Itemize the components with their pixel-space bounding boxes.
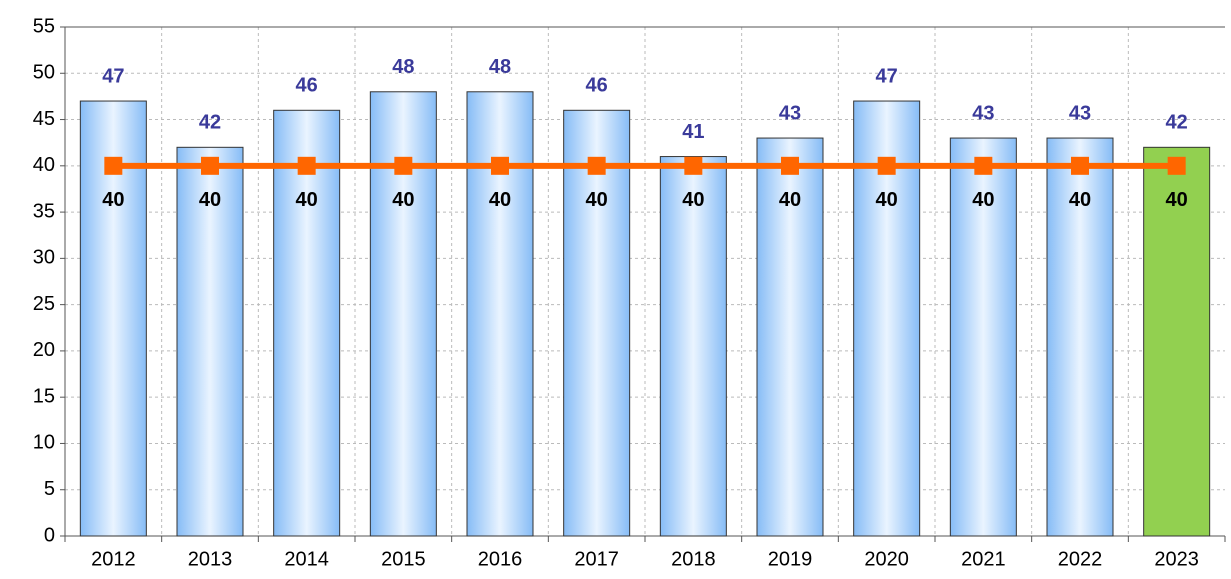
- bar: [273, 109, 341, 537]
- y-tick-label: 10: [33, 432, 55, 454]
- line-marker: [1167, 156, 1186, 175]
- line-marker: [684, 156, 703, 175]
- y-tick-label: 35: [33, 200, 55, 222]
- bar: [756, 137, 824, 537]
- line-value-label: 40: [199, 189, 221, 211]
- line-value-label: 40: [392, 189, 414, 211]
- line-value-label: 40: [972, 189, 994, 211]
- line-marker: [104, 156, 123, 175]
- bar-value-label: 42: [199, 112, 221, 134]
- line-value-label: 40: [779, 189, 801, 211]
- y-tick-label: 5: [44, 478, 55, 500]
- y-tick-label: 25: [33, 293, 55, 315]
- x-tick-label: 2012: [91, 548, 136, 570]
- bar: [949, 137, 1017, 537]
- x-tick-label: 2013: [188, 548, 233, 570]
- bar: [659, 156, 727, 537]
- x-tick-label: 2023: [1154, 548, 1199, 570]
- line-marker: [974, 156, 993, 175]
- bar-value-label: 43: [972, 102, 994, 124]
- x-tick-label: 2018: [671, 548, 716, 570]
- y-tick-label: 45: [33, 108, 55, 130]
- line-value-label: 40: [489, 189, 511, 211]
- bar: [1046, 137, 1114, 537]
- y-tick-label: 30: [33, 247, 55, 269]
- x-tick-label: 2021: [961, 548, 1006, 570]
- line-value-label: 40: [296, 189, 318, 211]
- bar-value-label: 42: [1166, 112, 1188, 134]
- line-marker: [587, 156, 606, 175]
- line-value-label: 40: [876, 189, 898, 211]
- x-tick-label: 2017: [574, 548, 619, 570]
- y-tick-label: 20: [33, 339, 55, 361]
- line-value-label: 40: [586, 189, 608, 211]
- line-value-label: 40: [1166, 189, 1188, 211]
- line-marker: [781, 156, 799, 175]
- y-tick-label: 40: [33, 154, 55, 176]
- x-tick-label: 2014: [284, 548, 329, 570]
- bar-value-label: 41: [682, 121, 704, 143]
- x-tick-label: 2019: [768, 548, 813, 570]
- bar-value-label: 48: [392, 56, 414, 78]
- line-marker: [201, 156, 219, 175]
- line-value-label: 40: [682, 189, 704, 211]
- bar: [563, 109, 631, 537]
- y-tick-label: 0: [44, 524, 55, 546]
- bar-value-label: 43: [779, 102, 801, 124]
- y-tick-label: 50: [33, 62, 55, 84]
- line-marker: [491, 156, 509, 175]
- line-value-label: 40: [102, 189, 124, 211]
- line-marker: [297, 156, 316, 175]
- line-marker: [877, 156, 896, 175]
- bar: [176, 146, 244, 537]
- x-tick-label: 2015: [381, 548, 426, 570]
- line-marker: [1071, 156, 1089, 175]
- bar-value-label: 48: [489, 56, 511, 78]
- line-marker: [394, 156, 413, 175]
- bar-value-label: 43: [1069, 102, 1091, 124]
- bar-value-label: 47: [876, 65, 898, 87]
- line-value-label: 40: [1069, 189, 1091, 211]
- bar-value-label: 46: [586, 75, 608, 97]
- x-tick-label: 2020: [864, 548, 909, 570]
- bar: [1143, 146, 1211, 537]
- bar-value-label: 46: [296, 75, 318, 97]
- x-tick-label: 2016: [478, 548, 523, 570]
- bar-value-label: 47: [102, 65, 124, 87]
- y-tick-label: 15: [33, 385, 55, 407]
- y-tick-label: 55: [33, 15, 55, 37]
- x-tick-label: 2022: [1058, 548, 1103, 570]
